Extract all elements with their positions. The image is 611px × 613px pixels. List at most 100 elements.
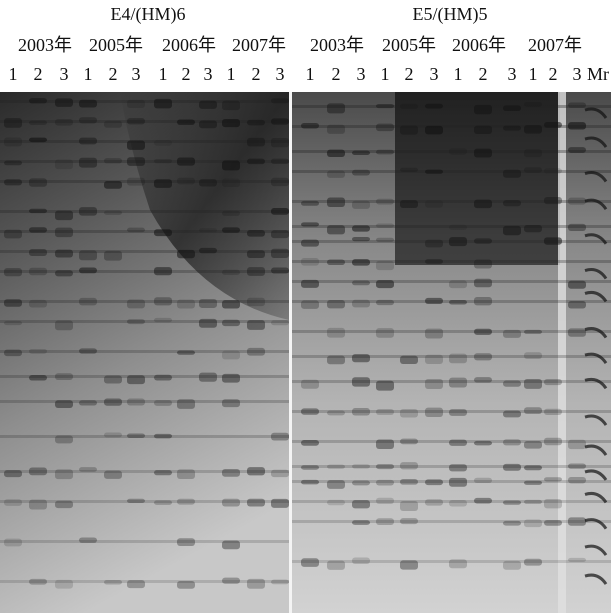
band <box>327 480 345 489</box>
band <box>327 465 345 469</box>
band <box>352 354 370 362</box>
band <box>376 223 394 227</box>
band <box>79 298 97 305</box>
band <box>327 259 345 265</box>
band <box>29 227 47 232</box>
band <box>503 200 521 206</box>
band <box>177 350 195 354</box>
band <box>271 268 289 274</box>
band <box>400 501 418 511</box>
band <box>376 498 394 504</box>
band <box>524 125 542 133</box>
band <box>352 481 370 486</box>
labels: E4/(HM)62003年2005年2006年2007年123123123123… <box>9 4 610 84</box>
band <box>400 479 418 485</box>
lane-label: 2 <box>405 64 414 84</box>
band <box>154 470 172 475</box>
band <box>154 229 172 236</box>
lane-label: 1 <box>84 64 93 84</box>
band <box>400 409 418 418</box>
lane-label: 2 <box>182 64 191 84</box>
band <box>352 259 370 266</box>
band <box>271 159 289 164</box>
band <box>400 518 418 524</box>
band <box>4 161 22 166</box>
lane-label: 3 <box>132 64 141 84</box>
band <box>79 250 97 260</box>
band <box>222 320 240 326</box>
year-label: 2005年 <box>89 35 143 55</box>
band <box>474 238 492 243</box>
band <box>177 119 195 124</box>
band <box>127 141 145 150</box>
band <box>425 259 443 264</box>
band <box>524 149 542 157</box>
band <box>199 248 217 253</box>
lane-label: Mr <box>587 64 609 84</box>
band <box>301 380 319 389</box>
band <box>376 439 394 449</box>
band <box>327 411 345 416</box>
band <box>327 103 345 113</box>
band <box>199 179 217 186</box>
band <box>104 471 122 479</box>
band <box>524 465 542 470</box>
band <box>127 100 145 108</box>
band <box>154 140 172 146</box>
band <box>449 225 467 230</box>
band <box>544 122 562 128</box>
band <box>271 580 289 585</box>
band <box>222 374 240 383</box>
band <box>4 539 22 547</box>
band <box>544 499 562 508</box>
lane-label: 3 <box>357 64 366 84</box>
band <box>376 104 394 108</box>
band <box>154 375 172 381</box>
band <box>524 441 542 449</box>
band <box>222 469 240 477</box>
band <box>400 168 418 172</box>
band <box>400 200 418 208</box>
band <box>127 228 145 232</box>
band <box>177 469 195 479</box>
band <box>222 300 240 308</box>
band <box>55 211 73 220</box>
band <box>222 211 240 216</box>
band <box>503 170 521 178</box>
band <box>474 149 492 158</box>
band <box>568 464 586 469</box>
band <box>127 434 145 439</box>
band <box>222 351 240 360</box>
band <box>154 297 172 305</box>
band <box>154 434 172 439</box>
band <box>104 158 122 163</box>
band <box>301 480 319 485</box>
band <box>154 500 172 505</box>
band <box>177 538 195 546</box>
band <box>327 225 345 234</box>
band <box>247 230 265 237</box>
band <box>376 300 394 305</box>
band <box>55 98 73 107</box>
band <box>524 102 542 107</box>
band <box>544 197 562 204</box>
lane-label: 3 <box>430 64 439 84</box>
lane-label: 2 <box>109 64 118 84</box>
band <box>79 467 97 472</box>
band <box>425 379 443 389</box>
band <box>449 478 467 487</box>
band <box>544 477 562 481</box>
band <box>352 280 370 285</box>
band <box>247 250 265 258</box>
band <box>222 578 240 584</box>
band <box>127 178 145 186</box>
band-row <box>0 540 289 543</box>
band <box>222 119 240 127</box>
band <box>503 561 521 570</box>
band <box>524 330 542 334</box>
band <box>177 499 195 505</box>
band <box>352 500 370 508</box>
band <box>199 319 217 328</box>
band <box>199 299 217 308</box>
band <box>352 170 370 176</box>
